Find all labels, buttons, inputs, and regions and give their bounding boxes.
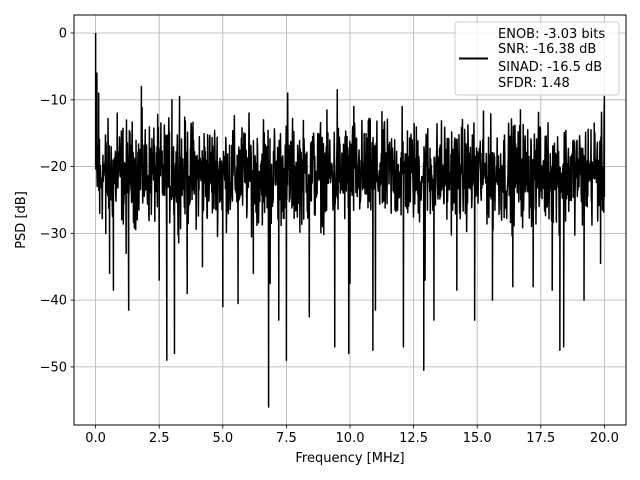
y-tick-label: −50 [40,360,67,375]
legend: ENOB: -3.03 bits SNR: -16.38 dB SINAD: -… [454,21,620,96]
y-tick-label: 0 [59,27,67,42]
x-axis-label: Frequency [MHz] [295,451,404,466]
legend-box [454,21,620,96]
axis-ticks: 0.0 2.5 5.0 7.5 10.0 12.5 15.0 17.5 20.0 0 −10 −20 −… [40,27,619,446]
x-tick-label: 20.0 [590,431,619,446]
x-tick-label: 7.5 [276,431,297,446]
x-tick-label: 5.0 [212,431,233,446]
y-axis-label: PSD [dB] [14,191,29,249]
legend-line-sinad: SINAD: -16.5 dB [498,60,602,75]
legend-line-enob: ENOB: -3.03 bits [498,27,605,42]
legend-line-snr: SNR: -16.38 dB [498,42,596,57]
x-tick-label: 0.0 [85,431,106,446]
x-tick-label: 10.0 [336,431,365,446]
y-tick-label: −10 [40,93,67,108]
psd-series-line [94,33,606,408]
y-tick-label: −20 [40,160,67,175]
x-tick-label: 12.5 [399,431,428,446]
y-tick-label: −30 [40,227,67,242]
x-tick-label: 2.5 [149,431,170,446]
legend-line-sfdr: SFDR: 1.48 [498,76,570,91]
series-layer [94,33,606,408]
x-tick-label: 17.5 [526,431,555,446]
y-tick-label: −40 [40,294,67,309]
x-tick-label: 15.0 [463,431,492,446]
